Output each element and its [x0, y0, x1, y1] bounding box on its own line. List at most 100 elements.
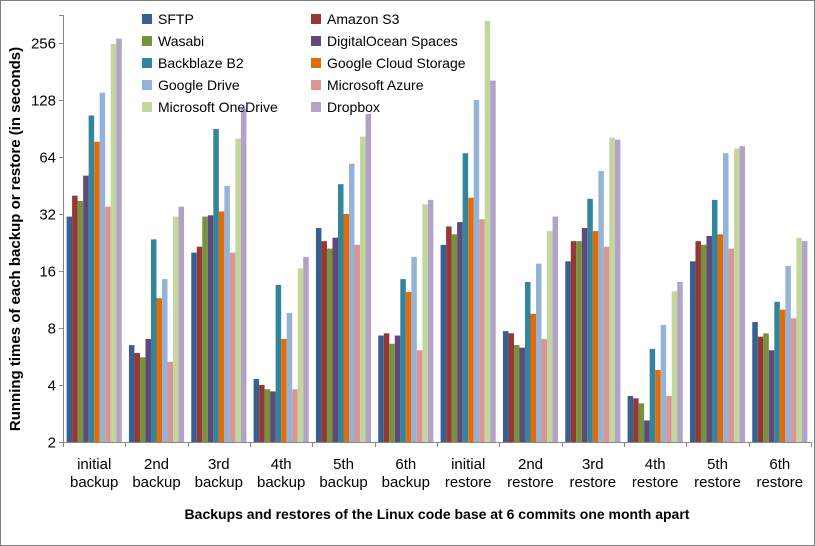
- bar: [440, 244, 447, 442]
- bar: [297, 268, 304, 442]
- legend-swatch: [142, 58, 152, 68]
- x-axis-title: Backups and restores of the Linux code b…: [184, 506, 690, 522]
- bar: [627, 395, 634, 442]
- bar: [389, 343, 395, 442]
- bar: [570, 241, 577, 442]
- bar: [446, 226, 452, 442]
- legend-item: Google Drive: [142, 74, 311, 96]
- bar: [264, 389, 271, 442]
- bar: [286, 313, 293, 442]
- bar: [343, 214, 350, 442]
- bar: [484, 20, 491, 442]
- y-axis-title: Running times of each backup or restore …: [7, 46, 24, 432]
- y-tick-label: 16: [39, 264, 56, 281]
- bar: [660, 324, 667, 442]
- bar: [259, 385, 265, 442]
- legend-label: Google Drive: [158, 77, 240, 93]
- legend-swatch: [311, 102, 321, 112]
- category-label: 3rd restore: [569, 456, 616, 491]
- bar: [757, 336, 764, 442]
- bar: [360, 136, 366, 442]
- bar: [508, 333, 514, 442]
- legend-label: SFTP: [158, 11, 194, 27]
- bar: [576, 241, 582, 442]
- y-tick-label: 64: [39, 150, 56, 167]
- legend-label: Amazon S3: [327, 11, 400, 27]
- bar: [427, 199, 434, 442]
- category-label: initial restore: [445, 456, 492, 491]
- bar: [207, 215, 214, 442]
- bar: [451, 234, 458, 442]
- bar: [66, 216, 73, 442]
- bar: [365, 113, 372, 442]
- bar: [178, 206, 185, 442]
- legend: SFTP Amazon S3 Wasabi DigitalOcean Spaces Ba…: [142, 8, 466, 118]
- bar: [292, 389, 298, 442]
- bar: [196, 246, 203, 442]
- bar: [422, 204, 428, 442]
- bar: [689, 261, 696, 442]
- bar: [99, 92, 106, 442]
- legend-item: Dropbox: [311, 96, 466, 118]
- category-label: 4th backup: [257, 456, 305, 491]
- bar: [695, 241, 701, 442]
- bar: [801, 241, 808, 442]
- bar: [191, 252, 197, 442]
- bar: [229, 252, 236, 442]
- bar: [224, 185, 230, 442]
- bar: [162, 279, 168, 442]
- legend-item: Backblaze B2: [142, 52, 311, 74]
- bar: [150, 239, 157, 442]
- bar: [592, 231, 599, 442]
- bar: [156, 298, 163, 442]
- bar: [303, 256, 309, 442]
- legend-swatch: [311, 58, 321, 68]
- bar: [394, 335, 401, 442]
- bar: [796, 237, 802, 442]
- bar: [202, 216, 208, 442]
- category-label: 5th restore: [694, 456, 741, 491]
- bar: [473, 100, 480, 442]
- bar: [638, 403, 645, 442]
- bar: [354, 244, 361, 442]
- bar: [706, 235, 712, 442]
- bar: [513, 345, 520, 442]
- bar: [321, 241, 327, 442]
- bar: [167, 361, 174, 442]
- legend-item: SFTP: [142, 8, 311, 30]
- bar: [83, 175, 89, 443]
- bar: [587, 198, 593, 442]
- bar: [77, 200, 84, 442]
- bar: [72, 195, 78, 442]
- bar: [490, 80, 496, 442]
- bar: [739, 146, 746, 442]
- bar: [337, 184, 344, 442]
- bar: [145, 338, 151, 442]
- bar: [502, 331, 509, 442]
- bar: [218, 211, 225, 442]
- category-label: 2nd restore: [507, 456, 554, 491]
- legend-swatch: [142, 36, 152, 46]
- legend-item: Microsoft Azure: [311, 74, 466, 96]
- y-tick-label: 128: [31, 93, 56, 110]
- legend-label: Microsoft OneDrive: [158, 99, 278, 115]
- bar: [468, 197, 474, 442]
- bar: [609, 137, 615, 442]
- y-tick-label: 8: [48, 321, 56, 338]
- legend-label: Backblaze B2: [158, 55, 244, 71]
- bar: [677, 281, 683, 442]
- bar: [235, 138, 241, 442]
- legend-item: Wasabi: [142, 30, 311, 52]
- bar: [378, 335, 384, 442]
- bar: [633, 398, 639, 442]
- bar: [565, 261, 571, 442]
- category-label: 6th backup: [382, 456, 430, 491]
- legend-swatch: [142, 102, 152, 112]
- bar: [275, 284, 282, 442]
- bar: [173, 216, 179, 442]
- bar: [479, 219, 485, 442]
- bar: [655, 370, 661, 442]
- bar: [134, 353, 140, 442]
- legend-swatch: [311, 14, 321, 24]
- bar: [774, 301, 780, 442]
